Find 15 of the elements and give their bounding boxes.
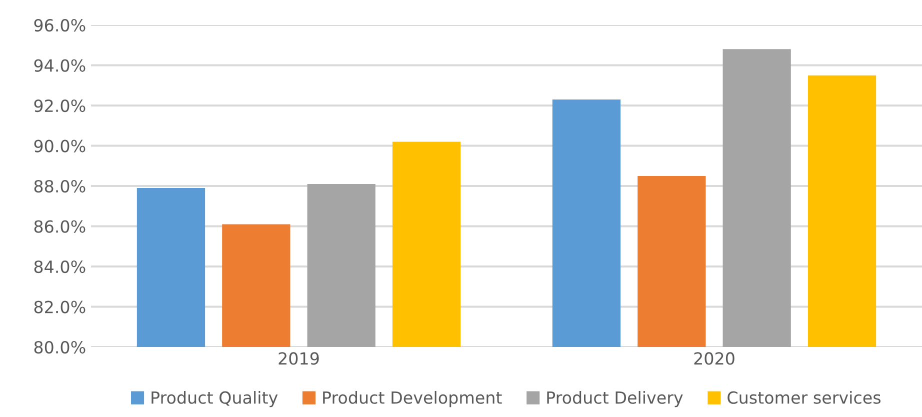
legend-label: Product Development — [323, 390, 502, 408]
y-tick-label: 82.0% — [34, 300, 86, 314]
legend-label: Product Quality — [152, 390, 278, 408]
legend-label: Customer services — [728, 390, 880, 404]
x-tick-label: 2020 — [694, 352, 734, 365]
y-tick-label: 96.0% — [34, 18, 86, 32]
y-tick-label: 84.0% — [34, 260, 86, 274]
y-tick-label: 90.0% — [34, 140, 86, 152]
x-tick-label: 2019 — [278, 352, 319, 365]
y-tick-label: 86.0% — [34, 220, 86, 233]
y-tick-label: 80.0% — [34, 340, 86, 354]
y-tick-label: 88.0% — [34, 180, 86, 193]
y-tick-label: 92.0% — [34, 99, 86, 112]
legend-label: Product Delivery — [547, 390, 683, 408]
y-tick-label: 94.0% — [34, 59, 86, 72]
